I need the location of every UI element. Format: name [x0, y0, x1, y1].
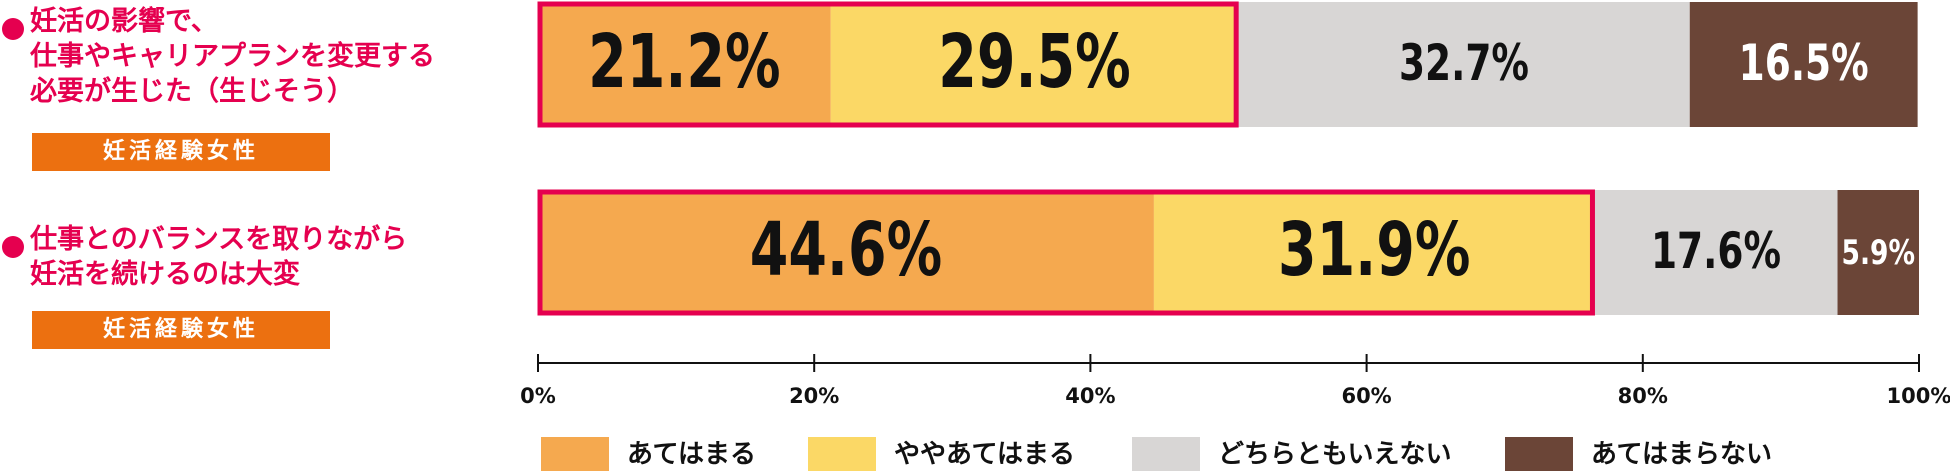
bar-segment — [538, 190, 1154, 315]
highlight-box — [537, 1, 1239, 128]
value-label: 16.5% — [1739, 34, 1869, 92]
bar-segment — [1837, 190, 1919, 315]
value-label: 29.5% — [938, 19, 1130, 105]
legend-label: あてはまる — [627, 440, 756, 470]
value-label: 5.9% — [1842, 233, 1915, 273]
bullet — [2, 18, 24, 40]
value-label: 44.6% — [750, 207, 942, 293]
bar-segment — [830, 2, 1239, 127]
value-label: 31.9% — [1278, 207, 1470, 293]
x-tick-label: 100% — [1887, 384, 1950, 408]
legend-swatch — [541, 437, 609, 471]
x-tick-label: 0% — [520, 384, 556, 408]
bar-segment — [1594, 190, 1838, 315]
bar-segment — [1689, 2, 1918, 127]
x-tick-label: 60% — [1341, 384, 1391, 408]
legend-label: あてはまらない — [1591, 440, 1772, 470]
category-note: 妊活経験女性 — [32, 133, 330, 171]
legend-label: どちらともいえない — [1218, 440, 1451, 470]
value-label: 17.6% — [1651, 222, 1781, 280]
value-label: 21.2% — [588, 19, 780, 105]
bar-segment — [1153, 190, 1595, 315]
x-tick-label: 20% — [789, 384, 839, 408]
x-tick-label: 80% — [1618, 384, 1668, 408]
legend-swatch — [808, 437, 876, 471]
legend-swatch — [1132, 437, 1200, 471]
category-label: 妊活の影響で、 仕事やキャリアプランを変更する 必要が生じた（生じそう） — [30, 6, 435, 107]
legend-swatch — [1505, 437, 1573, 471]
bar-segment — [538, 2, 831, 127]
highlight-box — [537, 189, 1595, 316]
category-label: 仕事とのバランスを取りながら 妊活を続けるのは大変 — [30, 224, 408, 290]
x-tick-label: 40% — [1065, 384, 1115, 408]
value-label: 32.7% — [1399, 34, 1529, 92]
bar-segment — [1238, 2, 1690, 127]
legend-label: ややあてはまる — [894, 440, 1075, 470]
category-note: 妊活経験女性 — [32, 311, 330, 349]
bullet — [2, 236, 24, 258]
